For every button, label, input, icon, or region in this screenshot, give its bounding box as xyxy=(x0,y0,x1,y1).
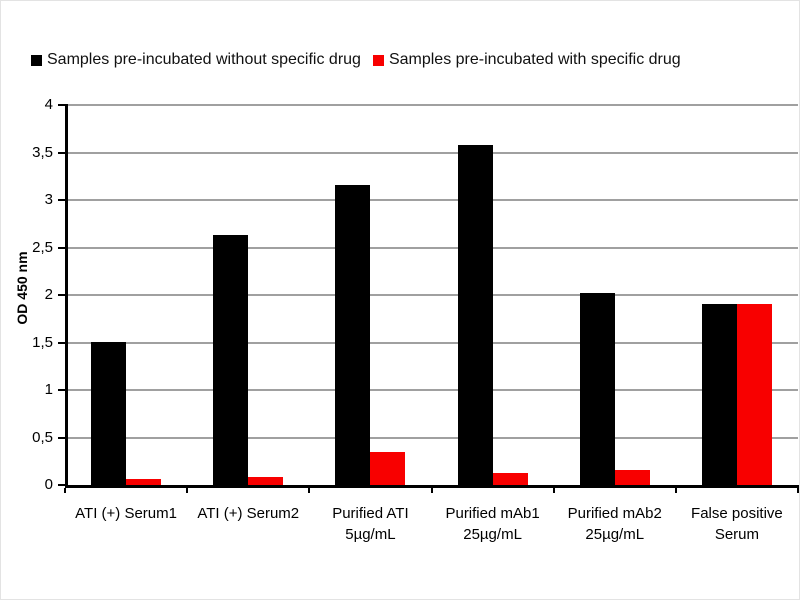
bar-series1-cat5 xyxy=(736,303,772,485)
y-axis-line xyxy=(65,104,68,488)
y-axis-tick xyxy=(58,389,65,391)
legend-item: Samples pre-incubated without specific d… xyxy=(31,51,361,69)
x-axis-tick xyxy=(797,488,799,493)
x-axis-tick xyxy=(186,488,189,493)
y-tick-label: 3 xyxy=(44,191,53,208)
y-tick-label: 0 xyxy=(44,476,53,493)
bar-series1-cat4 xyxy=(614,469,650,485)
gridline xyxy=(68,199,798,201)
gridline xyxy=(68,151,798,154)
x-axis-line xyxy=(65,485,799,488)
y-tick-label: 2 xyxy=(44,286,53,303)
chart-legend: Samples pre-incubated without specific d… xyxy=(31,51,681,69)
bar-series1-cat0 xyxy=(126,479,162,485)
x-category-label: Purified ATI 5µg/mL xyxy=(332,505,409,543)
gridline xyxy=(68,294,798,296)
x-category-label: ATI (+) Serum1 xyxy=(75,505,177,522)
y-tick-label: 1 xyxy=(44,381,53,398)
y-tick-label: 4 xyxy=(44,96,53,113)
x-category-label: Purified mAb2 25µg/mL xyxy=(567,505,662,543)
x-axis-tick xyxy=(430,488,433,493)
y-tick-label: 3,5 xyxy=(32,143,53,161)
gridline xyxy=(68,341,798,344)
x-category-label: False positive Serum xyxy=(691,505,783,543)
legend-swatch-icon xyxy=(31,54,42,66)
y-tick-label: 0,5 xyxy=(32,428,53,446)
x-axis-tick xyxy=(308,488,311,493)
legend-swatch-icon xyxy=(372,54,384,66)
y-tick-label: 2,5 xyxy=(32,238,53,256)
gridline xyxy=(68,436,798,439)
y-axis-tick xyxy=(58,294,65,296)
y-axis-tick xyxy=(58,104,65,106)
y-axis-tick xyxy=(58,436,65,439)
bar-series0-cat0 xyxy=(91,341,127,485)
x-category-label: Purified mAb1 25µg/mL xyxy=(445,505,540,543)
gridline xyxy=(68,246,798,249)
y-tick-label: 1,5 xyxy=(32,333,53,351)
gridline xyxy=(68,104,798,106)
bar-series0-cat4 xyxy=(579,293,615,485)
y-axis-tick xyxy=(58,484,65,486)
x-category-label: ATI (+) Serum2 xyxy=(197,505,300,522)
y-axis-tick xyxy=(58,246,65,249)
bar-series1-cat3 xyxy=(492,472,528,485)
x-axis-tick xyxy=(552,488,555,493)
x-axis-tick xyxy=(674,488,677,493)
bar-series1-cat1 xyxy=(248,477,284,485)
bar-series0-cat1 xyxy=(213,235,249,485)
bar-series0-cat2 xyxy=(335,184,371,485)
bar-series0-cat5 xyxy=(701,303,737,485)
bar-series1-cat2 xyxy=(370,451,406,485)
gridline xyxy=(68,389,798,391)
bar-series0-cat3 xyxy=(457,144,493,485)
legend-label: Samples pre-incubated without specific d… xyxy=(47,51,361,68)
legend-label: Samples pre-incubated with specific drug xyxy=(388,51,681,68)
y-axis-tick xyxy=(58,341,65,344)
y-axis-tick xyxy=(58,151,65,154)
x-axis-tick xyxy=(64,488,66,493)
legend-item: Samples pre-incubated with specific drug xyxy=(372,51,681,69)
y-axis-tick xyxy=(58,199,65,201)
